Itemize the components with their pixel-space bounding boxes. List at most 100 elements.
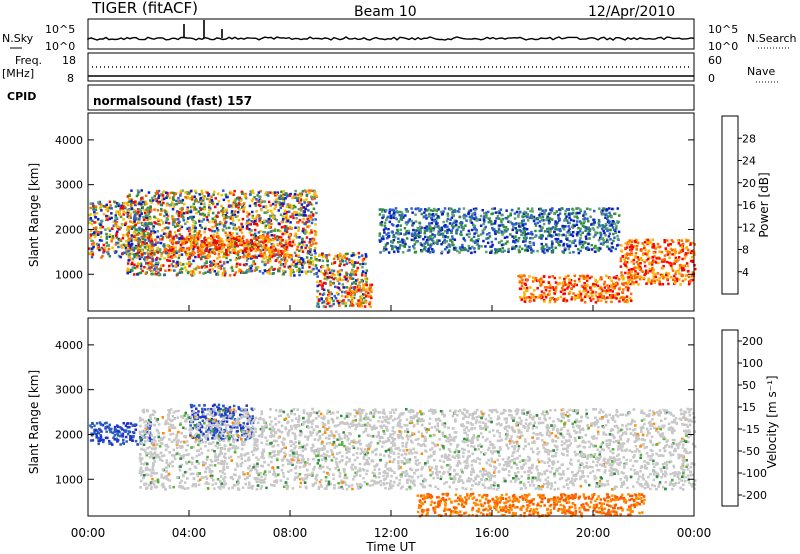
heatmap-cell <box>198 212 202 216</box>
heatmap-cell <box>316 295 319 299</box>
heatmap-cell <box>340 256 343 259</box>
heatmap-cell <box>333 294 336 298</box>
heatmap-cell <box>179 191 182 195</box>
heatmap-cell <box>227 250 230 253</box>
heatmap-cell <box>124 221 128 224</box>
heatmap-cell <box>235 257 239 260</box>
heatmap-cell <box>153 221 156 224</box>
heatmap-cell <box>148 217 152 220</box>
heatmap-cell <box>511 228 514 232</box>
heatmap-cell <box>121 207 125 210</box>
heatmap-cell <box>100 219 104 223</box>
heatmap-cell <box>261 254 265 258</box>
heatmap-cell <box>354 282 358 285</box>
heatmap-cell <box>518 222 521 225</box>
heatmap-cell <box>128 270 132 274</box>
heatmap-cell <box>431 236 435 240</box>
heatmap-cell <box>304 206 307 209</box>
heatmap-cell <box>635 276 639 279</box>
heatmap-cell <box>253 222 256 226</box>
heatmap-cell <box>127 200 131 204</box>
heatmap-cell <box>512 225 515 229</box>
heatmap-cell <box>169 233 173 236</box>
heatmap-cell <box>271 250 275 253</box>
heatmap-cell <box>637 283 640 286</box>
heatmap-cell <box>307 209 310 212</box>
heatmap-cell <box>288 234 291 237</box>
heatmap-cell <box>165 234 168 237</box>
heatmap-cell <box>119 226 122 229</box>
heatmap-cell <box>305 198 308 201</box>
heatmap-cell <box>364 278 368 281</box>
heatmap-cell <box>180 237 183 240</box>
heatmap-cell <box>94 233 97 237</box>
heatmap-cell <box>140 249 144 252</box>
heatmap-cell <box>571 234 575 238</box>
heatmap-cell <box>370 296 373 300</box>
heatmap-cell <box>446 231 449 234</box>
heatmap-cell <box>523 293 526 296</box>
freq-unit: [MHz] <box>2 67 34 80</box>
heatmap-cell <box>343 256 346 259</box>
heatmap-cell <box>623 258 626 261</box>
heatmap-cell <box>307 201 310 204</box>
heatmap-cell <box>683 257 687 260</box>
heatmap-cell <box>277 250 280 253</box>
heatmap-cell <box>327 289 330 292</box>
heatmap-cell <box>325 256 328 260</box>
heatmap-cell <box>544 209 548 212</box>
heatmap-cell <box>399 228 402 232</box>
heatmap-cell <box>431 213 435 216</box>
heatmap-cell <box>130 227 133 230</box>
heatmap-cell <box>598 207 601 210</box>
heatmap-cell <box>149 233 152 236</box>
heatmap-cell <box>203 265 206 268</box>
heatmap-cell <box>170 256 174 259</box>
heatmap-cell <box>326 259 329 262</box>
heatmap-cell <box>404 208 408 211</box>
heatmap-cell <box>422 237 425 241</box>
heatmap-cell <box>570 283 574 287</box>
heatmap-cell <box>330 269 334 272</box>
heatmap-cell <box>226 234 230 237</box>
heatmap-cell <box>479 224 483 227</box>
heatmap-cell <box>230 192 234 195</box>
heatmap-cell <box>156 262 159 266</box>
heatmap-cell <box>217 200 221 203</box>
heatmap-cell <box>160 234 163 238</box>
heatmap-cell <box>620 244 623 247</box>
heatmap-cell <box>125 249 128 253</box>
heatmap-cell <box>311 260 315 263</box>
heatmap-cell <box>150 262 153 265</box>
heatmap-cell <box>548 232 551 235</box>
heatmap-cell <box>245 256 249 259</box>
heatmap-cell <box>420 250 424 253</box>
heatmap-cell <box>589 288 593 291</box>
heatmap-cell <box>634 252 638 255</box>
heatmap-cell <box>553 292 557 295</box>
heatmap-cell <box>194 197 198 201</box>
heatmap-cell <box>529 232 533 236</box>
heatmap-cell <box>149 254 152 257</box>
heatmap-cell <box>630 273 633 277</box>
heatmap-cell <box>549 211 553 214</box>
heatmap-cell <box>194 191 198 195</box>
heatmap-cell <box>141 206 144 209</box>
heatmap-cell <box>131 431 135 434</box>
heatmap-cell <box>405 237 409 240</box>
heatmap-cell <box>350 262 354 266</box>
heatmap-cell <box>588 228 592 231</box>
heatmap-cell <box>230 215 233 218</box>
heatmap-cell <box>218 244 222 247</box>
heatmap-cell <box>182 212 186 215</box>
heatmap-cell <box>630 240 633 244</box>
heatmap-cell <box>160 252 163 255</box>
heatmap-cell <box>147 248 150 252</box>
heatmap-cell <box>576 216 579 220</box>
heatmap-cell <box>555 233 558 236</box>
heatmap-cell <box>259 244 262 247</box>
heatmap-cell <box>403 227 407 230</box>
heatmap-cell <box>162 197 166 201</box>
heatmap-cell <box>345 257 349 260</box>
heatmap-cell <box>332 281 335 285</box>
